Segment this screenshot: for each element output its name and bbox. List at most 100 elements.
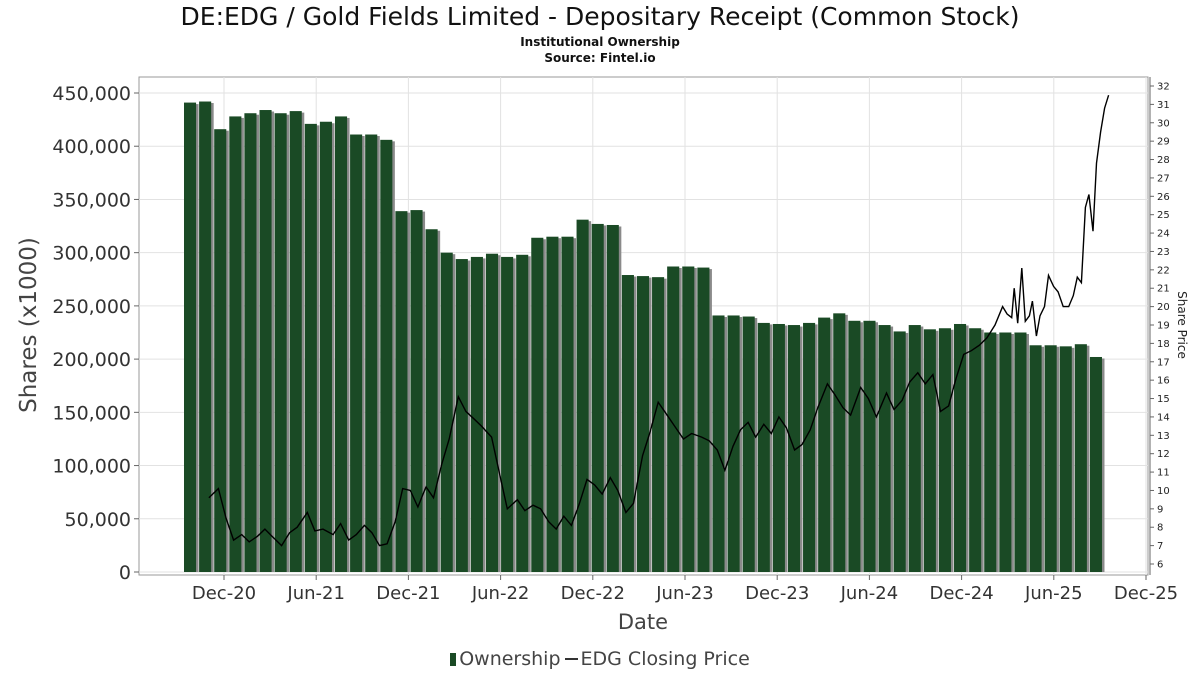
ownership-bar bbox=[742, 316, 755, 572]
ownership-bar bbox=[214, 129, 227, 573]
y2-tick-label: 31 bbox=[1157, 100, 1170, 111]
y2-tick-label: 17 bbox=[1157, 357, 1170, 368]
ownership-bar bbox=[697, 267, 710, 572]
price-line-group bbox=[208, 94, 1110, 547]
y2-tick-label: 22 bbox=[1157, 265, 1170, 276]
ownership-bar bbox=[878, 325, 891, 572]
ownership-bar bbox=[395, 211, 408, 573]
ownership-bar bbox=[304, 123, 317, 572]
x-tick-label: Jun-23 bbox=[655, 583, 714, 604]
legend: Ownership EDG Closing Price bbox=[0, 648, 1200, 670]
ownership-bars bbox=[184, 101, 1105, 573]
ownership-bar bbox=[772, 323, 785, 572]
price-line bbox=[208, 94, 1110, 547]
ownership-bar bbox=[561, 236, 574, 572]
ownership-legend-swatch bbox=[450, 653, 457, 666]
ownership-bar bbox=[365, 134, 378, 572]
ownership-bar bbox=[1059, 346, 1072, 572]
y2-tick-label: 21 bbox=[1157, 284, 1170, 295]
y2-tick-label: 11 bbox=[1157, 468, 1170, 479]
y2-tick-label: 6 bbox=[1157, 560, 1163, 571]
y2-tick-label: 8 bbox=[1157, 523, 1163, 534]
legend-ownership-label: Ownership bbox=[459, 648, 561, 670]
x-tick-label: Dec-23 bbox=[745, 583, 809, 604]
ownership-bar bbox=[274, 113, 287, 573]
y2-tick-label: 18 bbox=[1157, 339, 1170, 350]
ownership-bar bbox=[289, 111, 302, 573]
ownership-bar bbox=[1029, 345, 1042, 572]
ownership-bar bbox=[244, 113, 257, 573]
ownership-bar bbox=[229, 116, 242, 572]
ownership-bar bbox=[591, 223, 604, 572]
ownership-bar bbox=[199, 101, 212, 572]
y2-tick-label: 10 bbox=[1157, 486, 1170, 497]
ownership-bar bbox=[380, 139, 393, 572]
ownership-bar bbox=[531, 237, 544, 572]
y-tick-label: 400,000 bbox=[52, 136, 131, 158]
ownership-bar bbox=[923, 329, 936, 572]
x-tick-label: Dec-22 bbox=[561, 583, 625, 604]
y-axis-label: Shares (x1000) bbox=[16, 237, 42, 413]
ownership-bar bbox=[712, 315, 725, 572]
y2-axis-label: Share Price bbox=[1175, 291, 1189, 359]
y2-tick-label: 15 bbox=[1157, 394, 1170, 405]
ownership-bar bbox=[652, 277, 665, 572]
ownership-bar bbox=[938, 328, 951, 572]
ownership-bar bbox=[350, 134, 363, 572]
ownership-bar bbox=[667, 266, 680, 572]
y2-tick-label: 20 bbox=[1157, 302, 1170, 313]
ownership-bar bbox=[546, 236, 559, 572]
legend-price-label: EDG Closing Price bbox=[580, 648, 750, 670]
ownership-bar bbox=[485, 253, 499, 572]
y-tick-label: 250,000 bbox=[52, 296, 131, 318]
y2-tick-label: 28 bbox=[1157, 155, 1170, 166]
x-tick-label: Dec-20 bbox=[192, 583, 256, 604]
ownership-bar bbox=[848, 320, 861, 572]
ownership-bar bbox=[184, 102, 197, 572]
ownership-bar bbox=[969, 328, 982, 572]
ownership-bar bbox=[757, 322, 770, 572]
y2-tick-label: 13 bbox=[1157, 431, 1170, 442]
ownership-bar bbox=[621, 275, 634, 572]
axes: 0 50,000 100,000 150,000 200,000 250,000 300,0… bbox=[52, 77, 1178, 604]
ownership-bar bbox=[893, 331, 906, 572]
ownership-bar bbox=[410, 210, 423, 573]
x-tick-label: Jun-21 bbox=[286, 583, 345, 604]
x-axis-label: Date bbox=[618, 610, 668, 634]
y2-tick-label: 23 bbox=[1157, 247, 1170, 258]
y-tick-label: 100,000 bbox=[52, 456, 131, 478]
ownership-bar bbox=[863, 320, 876, 572]
y2-tick-label: 30 bbox=[1157, 118, 1170, 129]
ownership-bar bbox=[516, 254, 529, 572]
y2-tick-label: 32 bbox=[1157, 82, 1170, 93]
y2-tick-label: 7 bbox=[1157, 541, 1163, 552]
ownership-bar bbox=[1089, 356, 1102, 572]
ownership-bar bbox=[833, 313, 846, 572]
x-tick-label: Jun-24 bbox=[840, 583, 899, 604]
x-tick-label: Dec-24 bbox=[929, 583, 993, 604]
y2-tick-label: 19 bbox=[1157, 321, 1170, 332]
y2-tick-label: 26 bbox=[1157, 192, 1170, 203]
y-tick-label: 150,000 bbox=[52, 402, 131, 424]
x-tick-label: Jun-22 bbox=[471, 583, 530, 604]
ownership-bar bbox=[440, 252, 453, 572]
x-tick-label: Dec-21 bbox=[376, 583, 440, 604]
ownership-bar bbox=[908, 325, 921, 572]
ownership-bar bbox=[501, 256, 514, 572]
ownership-bar bbox=[606, 224, 619, 573]
y2-tick-label: 14 bbox=[1157, 412, 1170, 423]
ownership-bar bbox=[1074, 344, 1087, 572]
y2-tick-label: 29 bbox=[1157, 137, 1170, 148]
ownership-bar bbox=[999, 332, 1012, 572]
y2-tick-label: 27 bbox=[1157, 173, 1170, 184]
ownership-bar bbox=[1044, 345, 1057, 572]
chart-source: Source: Fintel.io bbox=[544, 51, 656, 65]
ownership-bar bbox=[425, 229, 438, 572]
ownership-bar bbox=[803, 322, 816, 572]
ownership-bar bbox=[259, 110, 272, 572]
ownership-bar bbox=[576, 219, 589, 572]
ownership-bar bbox=[954, 323, 967, 572]
y2-tick-label: 25 bbox=[1157, 210, 1170, 221]
ownership-bar bbox=[818, 317, 831, 572]
